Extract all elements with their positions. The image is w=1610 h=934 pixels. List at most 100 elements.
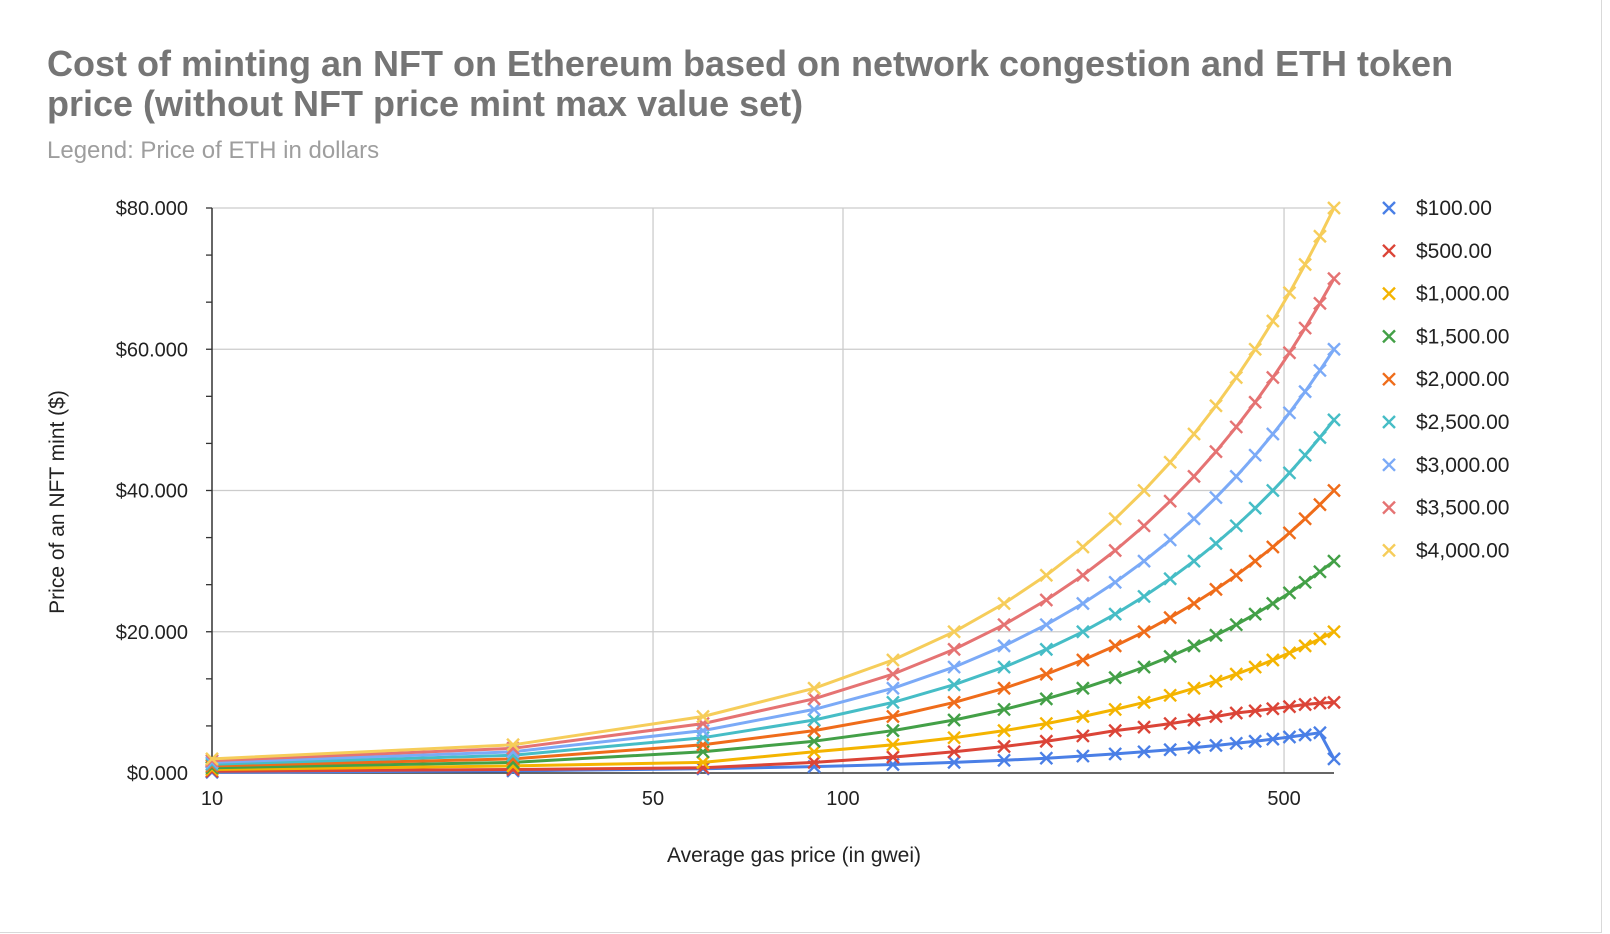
data-point <box>1108 639 1123 653</box>
series-line <box>211 277 1336 763</box>
data-point <box>1229 706 1244 720</box>
series-line <box>211 418 1336 766</box>
data-point <box>1137 518 1151 533</box>
x-tick-label: 100 <box>826 788 859 810</box>
data-point <box>1137 660 1151 674</box>
data-point <box>1298 639 1312 653</box>
data-point <box>1229 518 1244 533</box>
data-point <box>1187 713 1201 727</box>
data-point <box>886 737 900 752</box>
data-point <box>1039 751 1054 766</box>
data-point <box>1108 747 1123 761</box>
data-point <box>1076 749 1090 763</box>
data-point <box>1187 681 1201 696</box>
data-point <box>1163 455 1178 470</box>
data-point <box>1108 607 1123 621</box>
data-point <box>1313 497 1327 512</box>
data-point <box>1229 617 1244 632</box>
data-point <box>1327 413 1341 427</box>
data-point <box>1137 624 1151 639</box>
data-point <box>1298 511 1312 526</box>
data-point <box>1266 596 1280 611</box>
y-tick-label: $60.000 <box>116 339 188 361</box>
chart-title: Cost of minting an NFT on Ethereum based… <box>47 43 1454 124</box>
data-point <box>1266 427 1280 441</box>
series-2 <box>205 624 1341 777</box>
legend-marker <box>1382 415 1396 429</box>
data-point <box>997 681 1011 696</box>
data-point <box>1248 607 1263 621</box>
data-point <box>1248 734 1263 749</box>
data-point <box>1327 695 1341 710</box>
data-point <box>1266 701 1280 716</box>
data-point <box>1187 511 1201 526</box>
data-point <box>696 709 710 724</box>
data-point <box>1039 667 1054 681</box>
data-point <box>947 744 961 759</box>
data-point <box>1163 533 1178 547</box>
legend-label: $500.00 <box>1416 240 1492 263</box>
y-tick-label: $0.000 <box>127 763 188 785</box>
data-point <box>1163 494 1178 508</box>
data-point <box>997 723 1011 738</box>
data-point <box>807 744 821 759</box>
data-point <box>1076 568 1090 583</box>
data-point <box>1108 511 1123 526</box>
data-point <box>1209 444 1223 459</box>
data-point <box>1282 405 1297 420</box>
y-tick-label: $20.000 <box>116 622 188 644</box>
series-6 <box>205 342 1341 770</box>
series-line <box>211 207 1336 761</box>
data-point <box>1313 430 1327 445</box>
y-axis-label: Price of an NFT mint ($) <box>46 390 69 614</box>
x-tick-label: 500 <box>1267 788 1300 810</box>
data-point <box>1266 483 1280 498</box>
data-point <box>1282 699 1297 714</box>
data-point <box>886 653 900 667</box>
data-point <box>1282 285 1297 300</box>
data-point <box>1209 582 1223 597</box>
data-point <box>1187 554 1201 568</box>
data-point <box>1137 483 1151 498</box>
data-point <box>1209 536 1223 551</box>
data-point <box>807 691 821 706</box>
data-point <box>1209 674 1223 689</box>
data-point <box>1229 568 1244 583</box>
data-point <box>886 723 900 738</box>
data-point <box>1229 420 1244 434</box>
gridlines <box>212 207 1334 773</box>
data-point <box>947 624 961 639</box>
data-point <box>947 730 961 745</box>
data-point <box>1163 716 1178 731</box>
data-point <box>947 677 961 692</box>
data-point <box>1282 465 1297 480</box>
data-point <box>1313 631 1327 646</box>
legend-label: $1,500.00 <box>1416 325 1509 348</box>
data-point <box>1313 564 1327 579</box>
legend-label: $3,500.00 <box>1416 497 1509 520</box>
data-point <box>1039 593 1054 607</box>
data-point <box>1163 742 1178 757</box>
data-point <box>1039 734 1054 749</box>
data-point <box>1039 691 1054 706</box>
data-point <box>1327 271 1341 286</box>
data-point <box>1076 709 1090 724</box>
data-point <box>1209 490 1223 505</box>
data-point <box>1076 681 1090 696</box>
data-point <box>1266 370 1280 385</box>
data-point <box>1248 448 1263 463</box>
data-point <box>1187 469 1201 484</box>
data-point <box>1187 639 1201 653</box>
data-point <box>947 755 961 770</box>
data-point <box>1313 229 1327 244</box>
data-point <box>1248 704 1263 718</box>
data-point <box>807 723 821 738</box>
data-point <box>997 753 1011 768</box>
data-point <box>1298 448 1312 463</box>
data-point <box>807 702 821 717</box>
series-8 <box>205 201 1341 766</box>
data-point <box>1298 728 1312 742</box>
data-point <box>1248 395 1263 410</box>
data-point <box>1248 660 1263 674</box>
data-point <box>1039 642 1054 657</box>
